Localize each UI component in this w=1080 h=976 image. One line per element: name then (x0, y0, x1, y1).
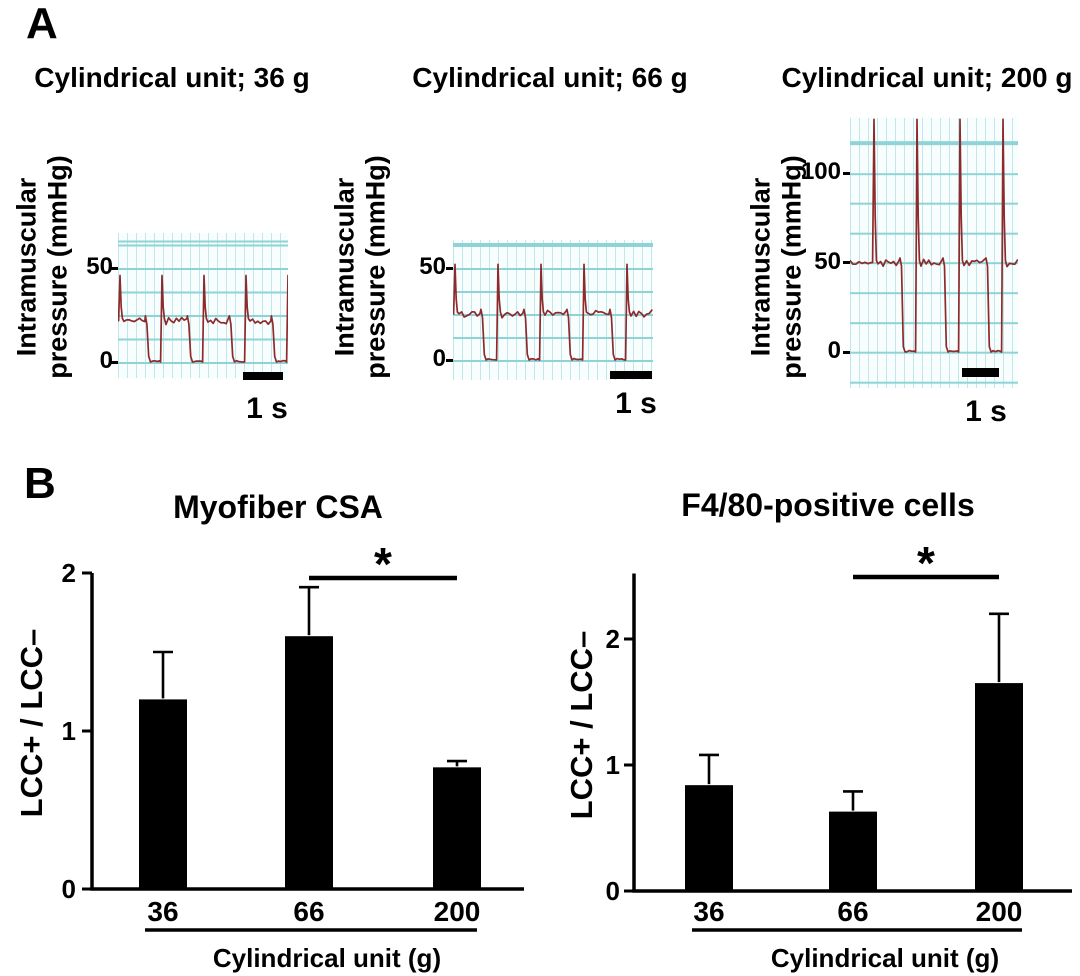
pressure-trace-plot-36g (118, 274, 288, 363)
time-scale-label-36g: 1 s (246, 392, 288, 425)
trace-y-tick-mark (843, 171, 850, 175)
significance-asterisk: * (374, 538, 392, 590)
bar-chart-x-axis-label: Cylindrical unit (g) (212, 943, 442, 973)
trace-y-tick-mark (111, 266, 118, 270)
pressure-trace-plot-66g (453, 263, 653, 361)
trace-y-tick-mark (843, 261, 850, 264)
trace-y-tick-mark (111, 360, 118, 364)
trace-title-66g: Cylindrical unit; 66 g (412, 62, 688, 93)
trace-y-tick-label: 50 (814, 247, 841, 275)
trace-y-tick-label: 0 (827, 337, 841, 364)
bar-200g (975, 683, 1023, 891)
pressure-trace (850, 118, 1018, 353)
panel-a-label: A (26, 0, 58, 48)
trace-y-tick-label: 100 (800, 158, 841, 185)
trace-y-tick-mark (843, 350, 850, 354)
y-tick-label: 2 (62, 558, 76, 588)
trace-y-tick-mark (446, 266, 453, 270)
bar-chart-myofiber-csa: 0 1 2 36 66 200 * (62, 538, 524, 932)
time-scale-bar-200g (962, 368, 999, 377)
bar-chart-title-myofiber-csa: Myofiber CSA (173, 489, 383, 525)
y-axis-label-line1: Intramuscular (329, 177, 360, 357)
significance-asterisk: * (917, 537, 935, 589)
pressure-trace (453, 263, 653, 361)
y-tick-label: 2 (606, 624, 620, 654)
x-category-label: 66 (293, 896, 324, 927)
trace-y-tick-label: 0 (99, 347, 113, 374)
pressure-trace-plot-200g (850, 118, 1018, 353)
y-axis-label-line1: Intramuscular (11, 177, 42, 357)
bar-66g (285, 636, 333, 889)
time-scale-bar-36g (243, 372, 283, 380)
y-axis-label-line1: Intramuscular (745, 177, 776, 357)
trace-title-36g: Cylindrical unit; 36 g (34, 62, 310, 93)
y-tick-label: 0 (606, 876, 620, 906)
y-tick-label: 1 (606, 750, 620, 780)
x-category-label: 200 (976, 896, 1023, 927)
time-scale-bar-66g (610, 371, 652, 379)
bar-chart-title-f480: F4/80-positive cells (681, 487, 975, 523)
x-category-label: 36 (147, 896, 178, 927)
time-scale-label-200g: 1 s (965, 395, 1007, 428)
bar-200g (433, 767, 481, 889)
pressure-trace (118, 274, 288, 363)
bar-36g (139, 699, 187, 889)
trace-grid-paper-200g (850, 118, 1018, 388)
trace-y-tick-label: 50 (86, 253, 113, 280)
x-category-label: 200 (434, 896, 481, 927)
trace-y-tick-label: 50 (419, 253, 446, 280)
time-scale-label-66g: 1 s (615, 387, 657, 420)
y-tick-label: 1 (62, 716, 76, 746)
trace-grid-paper-66g (453, 240, 653, 380)
trace-y-tick-label: 0 (432, 345, 446, 372)
trace-title-200g: Cylindrical unit; 200 g (781, 62, 1073, 93)
x-category-label: 66 (837, 896, 868, 927)
bar-36g (685, 785, 733, 891)
trace-y-tick-mark (446, 358, 453, 362)
x-category-label: 36 (693, 896, 724, 927)
bar-chart-f480: 0 1 2 36 66 200 * (606, 537, 1072, 932)
trace-grid-paper-36g (118, 233, 288, 378)
bar-66g (829, 811, 877, 891)
y-tick-label: 0 (62, 874, 76, 904)
panel-b-label: B (24, 459, 56, 508)
bar-chart-x-axis-label: Cylindrical unit (g) (770, 943, 1000, 973)
